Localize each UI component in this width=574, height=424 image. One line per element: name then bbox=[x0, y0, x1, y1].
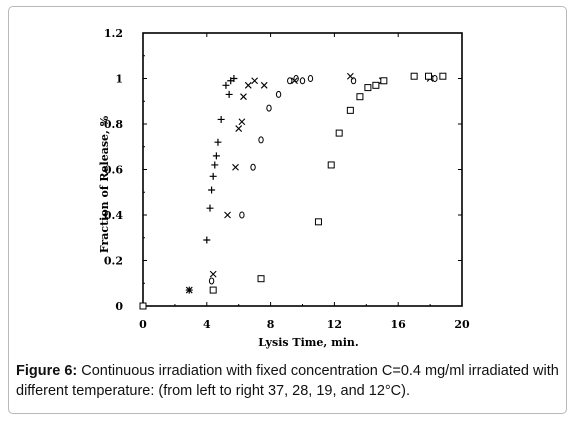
plus-marker bbox=[230, 75, 238, 82]
x-marker bbox=[238, 118, 246, 126]
circle-marker bbox=[432, 75, 438, 82]
plus-marker bbox=[225, 90, 233, 98]
plus-marker bbox=[209, 172, 217, 180]
circle-marker bbox=[239, 211, 245, 219]
square-marker bbox=[327, 161, 335, 169]
circle-marker bbox=[250, 163, 256, 171]
square-marker bbox=[356, 93, 364, 101]
plus-marker bbox=[217, 115, 225, 123]
circle-marker bbox=[350, 77, 357, 85]
x-tick-label: 16 bbox=[391, 318, 407, 331]
square-marker bbox=[139, 302, 147, 310]
series-+ bbox=[139, 75, 238, 310]
x-marker bbox=[224, 211, 231, 219]
square-marker bbox=[425, 72, 433, 80]
y-tick-label: 1 bbox=[115, 73, 123, 86]
x-marker bbox=[260, 81, 268, 89]
x-marker bbox=[185, 286, 193, 294]
circle-marker bbox=[307, 75, 314, 82]
data-marks bbox=[139, 72, 447, 310]
tick-labels: 0 4 8 12 16 20 0 0.2 0.4 0.6 0.8 1 1.2 bbox=[104, 27, 470, 331]
caption-text: Continuous irradiation with fixed concen… bbox=[16, 363, 559, 399]
plus-marker bbox=[203, 236, 211, 244]
x-marker bbox=[251, 77, 259, 85]
square-marker bbox=[410, 72, 418, 80]
circle-marker bbox=[208, 277, 215, 285]
series-square bbox=[139, 72, 447, 310]
circle-marker bbox=[258, 136, 264, 144]
square-marker bbox=[257, 275, 265, 283]
y-axis-title: Fraction of Release, % bbox=[98, 115, 111, 253]
x-marker bbox=[209, 270, 217, 278]
x-marker bbox=[235, 125, 243, 132]
y-tick-label: 0 bbox=[115, 300, 123, 313]
square-marker bbox=[346, 106, 354, 114]
plus-marker bbox=[208, 186, 216, 194]
circle-marker bbox=[299, 77, 306, 85]
x-tick-label: 0 bbox=[139, 318, 147, 331]
square-marker bbox=[209, 286, 217, 294]
plus-marker bbox=[212, 152, 220, 160]
y-tick-label: 0.4 bbox=[104, 209, 123, 222]
square-marker bbox=[364, 84, 372, 92]
x-tick-label: 12 bbox=[327, 318, 342, 331]
square-marker bbox=[439, 72, 447, 80]
y-tick-label: 1.2 bbox=[104, 27, 123, 40]
x-marker bbox=[240, 93, 247, 101]
x-tick-label: 4 bbox=[203, 318, 211, 331]
plus-marker bbox=[206, 204, 214, 212]
circle-marker bbox=[287, 77, 293, 85]
circle-marker bbox=[293, 75, 299, 82]
circle-marker bbox=[266, 104, 272, 112]
x-marker bbox=[244, 81, 252, 89]
caption-label: Figure 6: bbox=[16, 363, 78, 379]
y-tick-label: 0.6 bbox=[104, 164, 123, 177]
plus-marker bbox=[214, 138, 222, 146]
square-marker bbox=[380, 77, 388, 85]
series-x bbox=[139, 72, 434, 310]
x-axis-title: Lysis Time, min. bbox=[258, 336, 358, 349]
figure-caption: Figure 6: Continuous irradiation with fi… bbox=[16, 361, 561, 401]
figure-frame bbox=[8, 6, 567, 414]
x-marker bbox=[232, 163, 239, 171]
scatter-chart: 0 4 8 12 16 20 0 0.2 0.4 0.6 0.8 1 1.2 Lysis Time, m… bbox=[98, 27, 470, 349]
square-marker bbox=[335, 129, 343, 137]
circle-marker bbox=[275, 90, 282, 98]
y-tick-label: 0.8 bbox=[104, 118, 123, 131]
y-tick-label: 0.2 bbox=[104, 255, 123, 268]
square-marker bbox=[314, 218, 322, 226]
plus-marker bbox=[211, 161, 219, 169]
x-tick-label: 20 bbox=[454, 318, 470, 331]
square-marker bbox=[372, 81, 380, 89]
series-o bbox=[208, 75, 438, 285]
plus-marker bbox=[222, 81, 230, 89]
x-tick-label: 8 bbox=[267, 318, 275, 331]
